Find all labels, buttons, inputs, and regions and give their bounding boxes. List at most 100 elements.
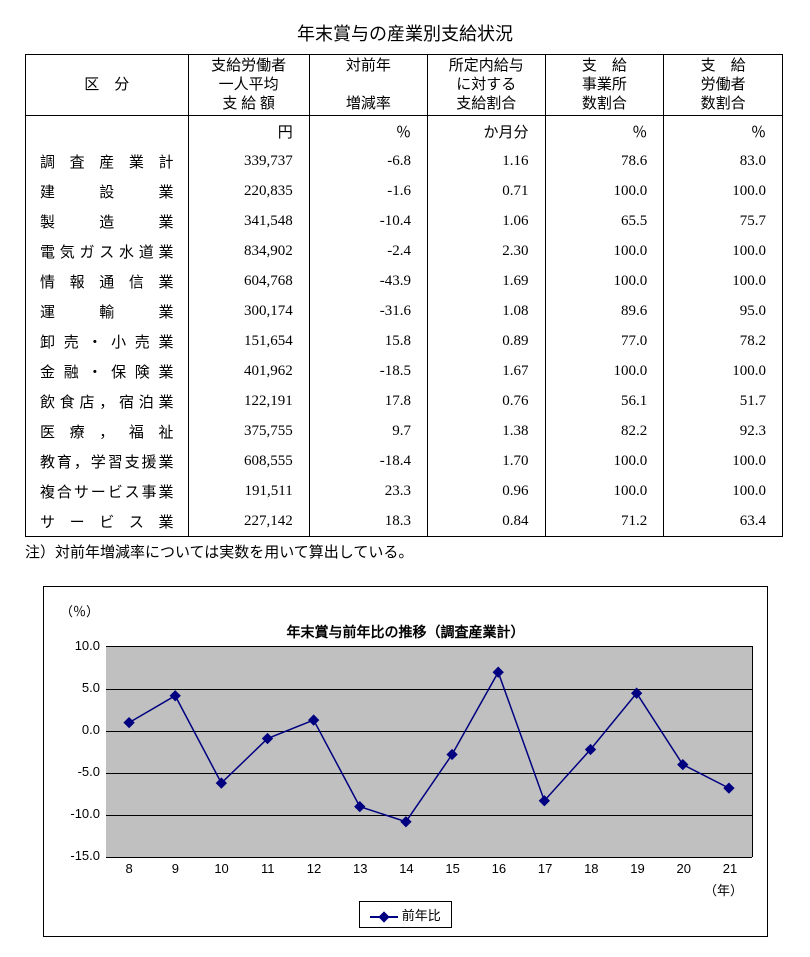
table-cell: 1.16	[428, 146, 545, 176]
table-cell: 300,174	[188, 296, 309, 326]
x-tick-label: 9	[152, 857, 198, 876]
table-cell: 教育，学習支援業	[26, 446, 189, 476]
table-cell: 1.70	[428, 446, 545, 476]
unit-cell: 円	[188, 116, 309, 147]
table-cell: 608,555	[188, 446, 309, 476]
table-cell: -6.8	[309, 146, 427, 176]
table-cell: 77.0	[545, 326, 664, 356]
table-cell: 83.0	[664, 146, 783, 176]
table-cell: 2.30	[428, 236, 545, 266]
table-cell: 75.7	[664, 206, 783, 236]
x-tick-label: 14	[383, 857, 429, 876]
table-cell: 調査産業計	[26, 146, 189, 176]
table-row: 建設業220,835-1.60.71100.0100.0	[26, 176, 783, 206]
table-cell: 医療，福祉	[26, 416, 189, 446]
chart-line-series	[106, 647, 752, 857]
chart-title: 年末賞与前年比の推移（調査産業計）	[58, 622, 753, 642]
table-row: 卸売・小売業151,65415.80.8977.078.2	[26, 326, 783, 356]
table-cell: 220,835	[188, 176, 309, 206]
table-cell: 341,548	[188, 206, 309, 236]
table-cell: 17.8	[309, 386, 427, 416]
table-cell: 電気ガス水道業	[26, 236, 189, 266]
chart-y-unit: （％）	[60, 601, 753, 620]
table-cell: 100.0	[664, 176, 783, 206]
table-row: 情報通信業604,768-43.91.69100.0100.0	[26, 266, 783, 296]
table-cell: 100.0	[664, 356, 783, 386]
header-col5: 支 給 労働者 数割合	[664, 55, 783, 116]
table-row: 教育，学習支援業608,555-18.41.70100.0100.0	[26, 446, 783, 476]
unit-cell: ％	[664, 116, 783, 147]
table-cell: 100.0	[664, 236, 783, 266]
chart-y-axis: 10.05.00.0-5.0-10.0-15.0	[58, 646, 106, 856]
table-cell: 1.06	[428, 206, 545, 236]
table-row: 金融・保険業401,962-18.51.67100.0100.0	[26, 356, 783, 386]
x-tick-label: 10	[198, 857, 244, 876]
table-cell: 製造業	[26, 206, 189, 236]
table-row: 複合サービス事業191,51123.30.96100.0100.0	[26, 476, 783, 506]
table-cell: 飲食店，宿泊業	[26, 386, 189, 416]
page-title: 年末賞与の産業別支給状況	[25, 20, 785, 46]
table-cell: 9.7	[309, 416, 427, 446]
table-cell: 100.0	[664, 476, 783, 506]
table-cell: 82.2	[545, 416, 664, 446]
table-cell: -1.6	[309, 176, 427, 206]
header-category: 区 分	[26, 55, 189, 116]
header-col2: 対前年 増減率	[309, 55, 427, 116]
legend-marker-icon	[370, 916, 398, 918]
table-cell: 51.7	[664, 386, 783, 416]
table-row: 電気ガス水道業834,902-2.42.30100.0100.0	[26, 236, 783, 266]
table-cell: 63.4	[664, 506, 783, 537]
unit-cell	[26, 116, 189, 147]
chart-plot-area	[106, 646, 753, 857]
table-cell: 卸売・小売業	[26, 326, 189, 356]
table-cell: 56.1	[545, 386, 664, 416]
table-cell: 100.0	[545, 356, 664, 386]
x-tick-label: 16	[476, 857, 522, 876]
table-cell: 78.6	[545, 146, 664, 176]
table-cell: 1.69	[428, 266, 545, 296]
table-cell: 100.0	[545, 236, 664, 266]
table-row: 製造業341,548-10.41.0665.575.7	[26, 206, 783, 236]
header-col3: 所定内給与 に対する 支給割合	[428, 55, 545, 116]
table-cell: -43.9	[309, 266, 427, 296]
x-tick-label: 21	[707, 857, 753, 876]
table-cell: 227,142	[188, 506, 309, 537]
table-cell: -10.4	[309, 206, 427, 236]
table-cell: 92.3	[664, 416, 783, 446]
table-cell: 100.0	[545, 176, 664, 206]
table-cell: 834,902	[188, 236, 309, 266]
table-row: 調査産業計339,737-6.81.1678.683.0	[26, 146, 783, 176]
table-cell: 0.96	[428, 476, 545, 506]
x-tick-label: 18	[568, 857, 614, 876]
table-cell: 23.3	[309, 476, 427, 506]
table-cell: -18.4	[309, 446, 427, 476]
chart-x-axis: 89101112131415161718192021	[106, 857, 753, 876]
table-cell: 100.0	[664, 446, 783, 476]
x-tick-label: 8	[106, 857, 152, 876]
table-cell: 604,768	[188, 266, 309, 296]
chart-container: （％） 年末賞与前年比の推移（調査産業計） 10.05.00.0-5.0-10.…	[43, 586, 768, 937]
table-cell: 18.3	[309, 506, 427, 537]
table-cell: 1.08	[428, 296, 545, 326]
table-cell: -2.4	[309, 236, 427, 266]
x-tick-label: 15	[430, 857, 476, 876]
table-cell: 金融・保険業	[26, 356, 189, 386]
unit-cell: ％	[309, 116, 427, 147]
table-cell: 建設業	[26, 176, 189, 206]
chart-legend: 前年比	[359, 901, 452, 928]
table-cell: 71.2	[545, 506, 664, 537]
table-cell: サービス業	[26, 506, 189, 537]
table-cell: 複合サービス事業	[26, 476, 189, 506]
table-cell: 78.2	[664, 326, 783, 356]
table-cell: 100.0	[664, 266, 783, 296]
header-row: 区 分 支給労働者 一人平均 支 給 額 対前年 増減率 所定内給与 に対する …	[26, 55, 783, 116]
table-cell: 0.84	[428, 506, 545, 537]
table-cell: -31.6	[309, 296, 427, 326]
table-cell: 89.6	[545, 296, 664, 326]
table-row: 飲食店，宿泊業122,19117.80.7656.151.7	[26, 386, 783, 416]
x-tick-label: 19	[614, 857, 660, 876]
industry-table: 区 分 支給労働者 一人平均 支 給 額 対前年 増減率 所定内給与 に対する …	[25, 54, 783, 537]
unit-cell: ％	[545, 116, 664, 147]
table-cell: 151,654	[188, 326, 309, 356]
unit-cell: か月分	[428, 116, 545, 147]
